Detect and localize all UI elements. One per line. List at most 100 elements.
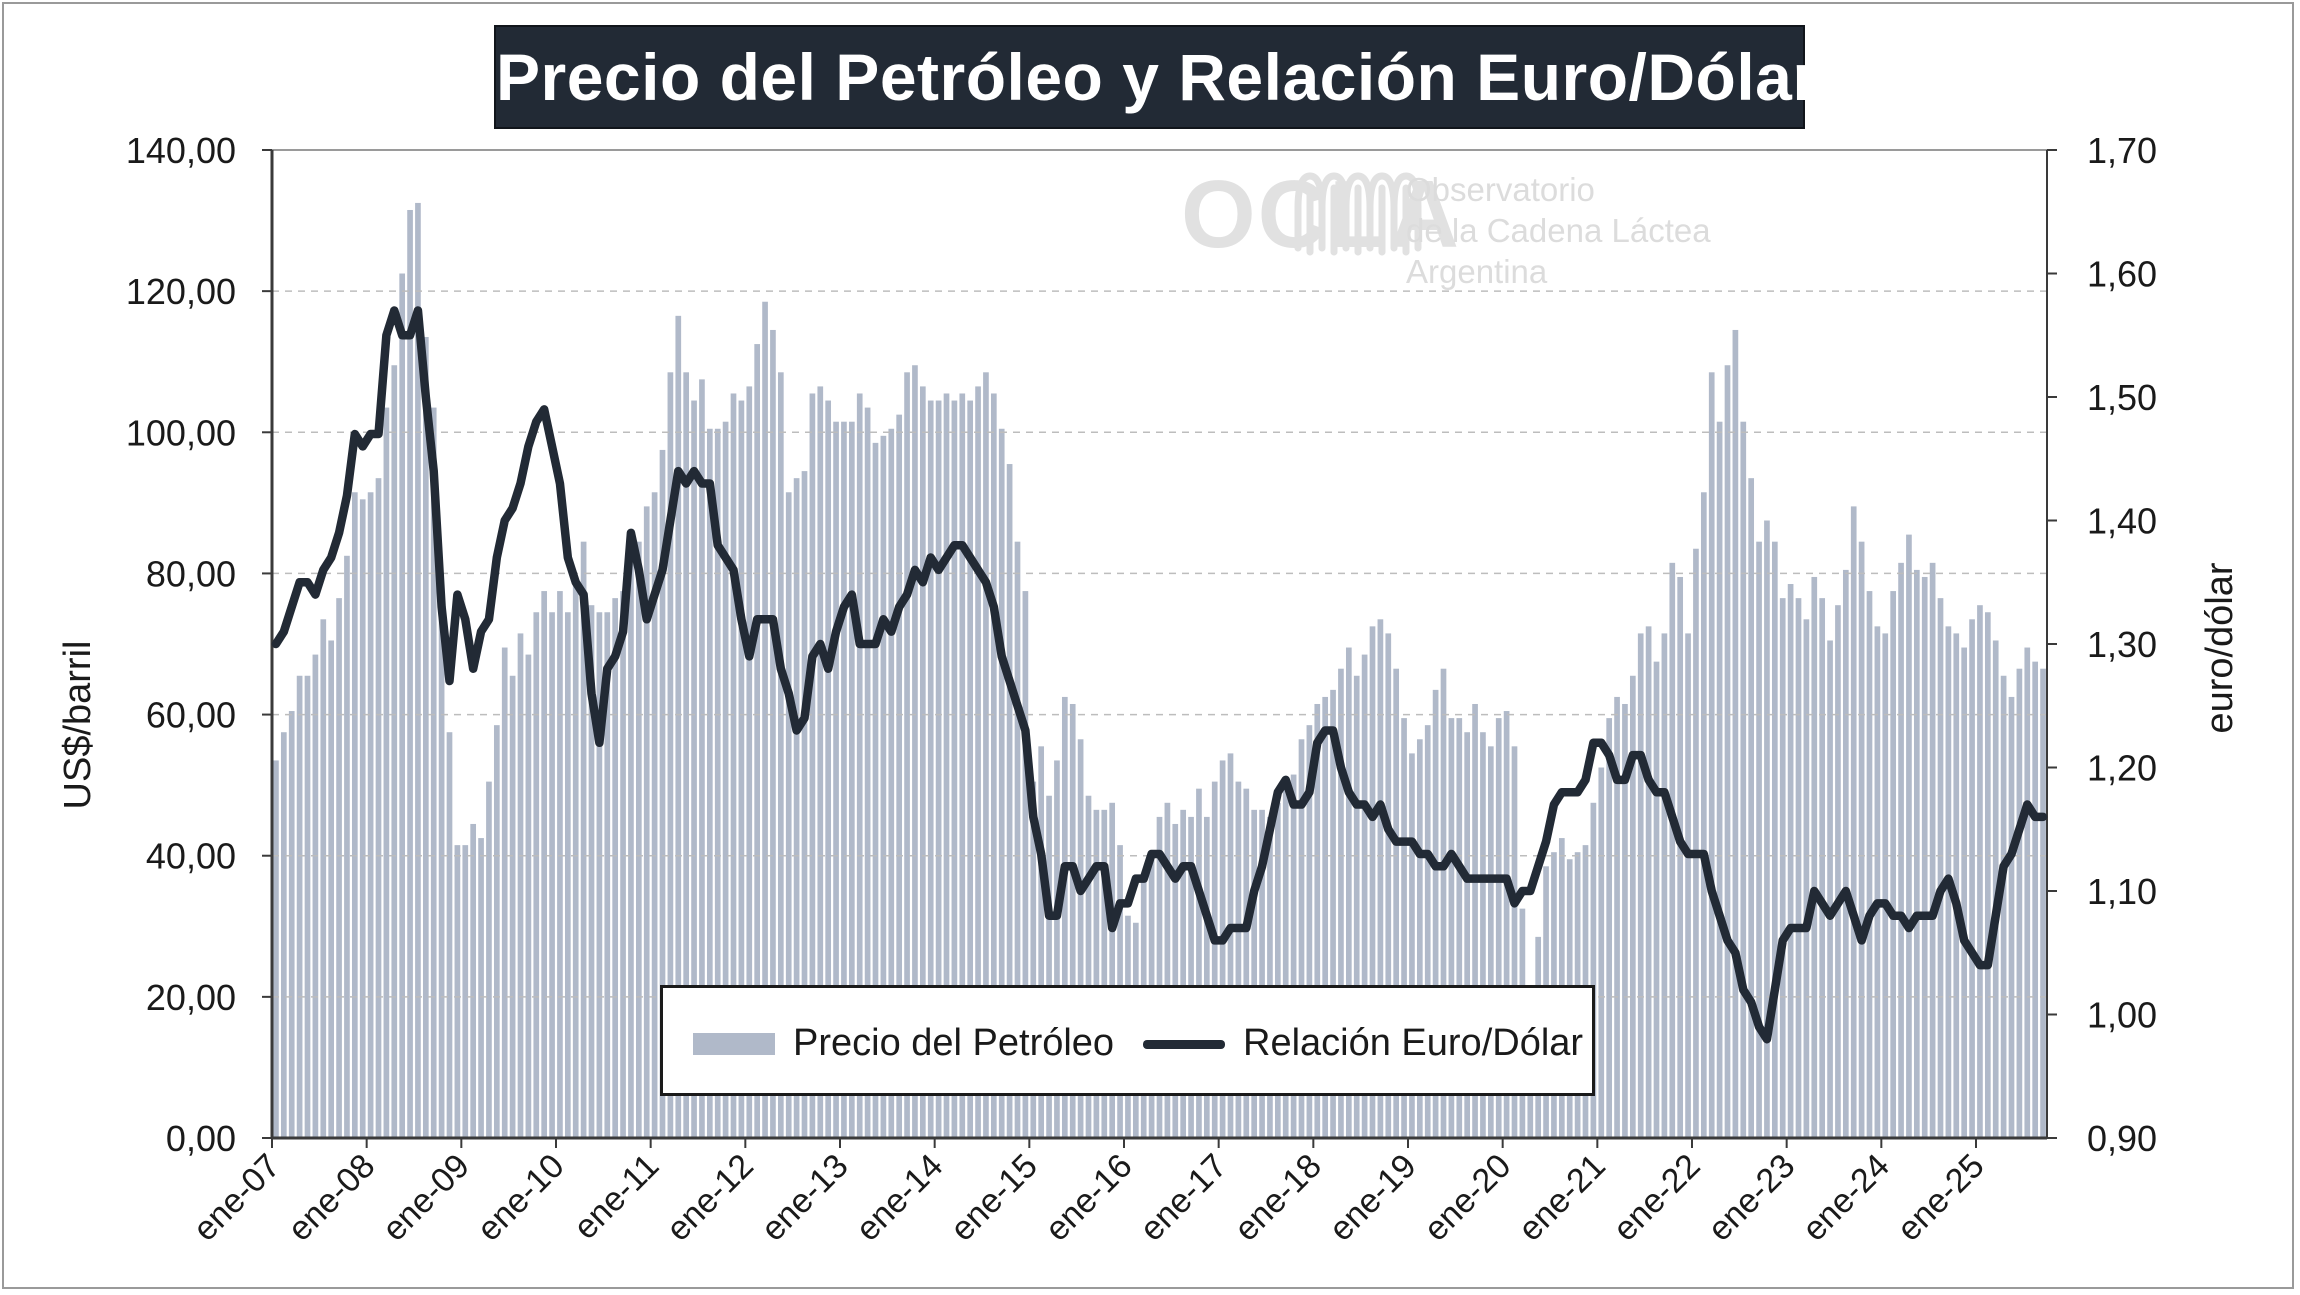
oil-price-bar xyxy=(848,421,855,1138)
oil-price-bar xyxy=(951,400,958,1138)
oil-price-bar xyxy=(367,492,374,1138)
oil-price-bar xyxy=(391,365,398,1138)
oil-price-bar xyxy=(1906,534,1912,1138)
oil-price-bar xyxy=(2040,668,2046,1138)
oil-price-bar xyxy=(1282,788,1289,1138)
oil-price-bar xyxy=(1156,816,1163,1138)
oil-price-bar xyxy=(1669,562,1676,1138)
x-tick-label: ene-20 xyxy=(1417,1147,1519,1249)
oil-price-bar xyxy=(1700,492,1707,1138)
oil-price-bar xyxy=(1338,668,1344,1138)
oil-price-bar xyxy=(1756,541,1762,1138)
oil-price-bar xyxy=(770,329,776,1139)
oil-price-bar xyxy=(383,407,390,1139)
left-tick-label: 0,00 xyxy=(166,1118,236,1159)
oil-price-bar xyxy=(273,760,279,1138)
left-tick-label: 60,00 xyxy=(146,695,236,736)
oil-price-bar xyxy=(1937,598,1944,1138)
x-tick-label: ene-23 xyxy=(1701,1147,1803,1249)
oil-price-bar xyxy=(1424,725,1431,1138)
oil-price-bar xyxy=(1093,809,1100,1138)
oil-price-bar xyxy=(841,421,847,1138)
x-tick-label: ene-12 xyxy=(659,1147,761,1249)
oil-price-bar xyxy=(643,506,650,1138)
oil-price-bar xyxy=(1274,802,1281,1138)
oil-price-bar xyxy=(864,407,871,1139)
oil-price-bar xyxy=(959,393,966,1139)
oil-price-bar xyxy=(1038,746,1045,1138)
oil-price-bar xyxy=(927,400,934,1138)
oil-price-bar xyxy=(1235,781,1242,1138)
oil-price-bar xyxy=(1219,760,1226,1138)
oil-price-bar xyxy=(1685,633,1691,1138)
oil-price-bar xyxy=(1882,633,1889,1138)
oil-price-bar xyxy=(1448,718,1455,1138)
oil-price-bar xyxy=(344,555,350,1138)
oil-price-bar xyxy=(1022,591,1029,1138)
oil-price-bar xyxy=(462,845,469,1138)
oil-price-bar xyxy=(746,386,753,1138)
right-tick-label: 1,10 xyxy=(2087,871,2157,912)
oil-price-bar xyxy=(1069,703,1076,1138)
oil-price-bar xyxy=(375,478,382,1138)
oil-price-bar xyxy=(1858,541,1865,1138)
oil-price-bar xyxy=(1898,562,1904,1138)
oil-price-bar xyxy=(525,654,532,1138)
oil-price-bar xyxy=(1345,647,1352,1138)
x-tick-label: ene-09 xyxy=(375,1147,477,1249)
oil-price-bar xyxy=(296,675,303,1138)
oil-price-bar xyxy=(1480,732,1486,1138)
oil-price-bar xyxy=(1393,668,1400,1138)
oil-price-bar xyxy=(541,591,548,1138)
right-tick-label: 1,60 xyxy=(2087,254,2157,295)
oil-price-bar xyxy=(359,499,366,1139)
oil-price-bar xyxy=(1803,619,1810,1138)
oil-price-bar xyxy=(683,372,690,1138)
oil-price-bar xyxy=(904,372,910,1138)
oil-price-bar xyxy=(1716,421,1723,1138)
right-tick-label: 0,90 xyxy=(2087,1118,2157,1159)
x-tick-label: ene-11 xyxy=(566,1147,666,1247)
oil-price-bar xyxy=(588,605,595,1138)
oil-price-bar xyxy=(2024,647,2031,1138)
oil-price-bar xyxy=(943,393,950,1139)
oil-price-bar xyxy=(1456,718,1463,1138)
oil-price-bar xyxy=(288,711,295,1138)
oil-price-bar xyxy=(983,372,989,1138)
oil-price-bar xyxy=(1708,372,1715,1138)
oil-price-bar xyxy=(785,492,792,1138)
oil-price-bar xyxy=(1827,640,1833,1138)
x-tick-label: ene-18 xyxy=(1227,1147,1329,1249)
oil-price-bar xyxy=(351,492,358,1138)
left-tick-label: 20,00 xyxy=(146,977,236,1018)
oil-price-bar xyxy=(1188,816,1194,1138)
oil-price-bar xyxy=(1472,703,1478,1138)
oil-price-bar xyxy=(754,344,761,1138)
oil-price-bar xyxy=(1929,562,1936,1138)
oil-price-bar xyxy=(1795,598,1802,1138)
oil-price-bar xyxy=(659,449,666,1138)
chart-title: Precio del Petróleo y Relación Euro/Dóla… xyxy=(494,25,1818,129)
oil-price-bar xyxy=(320,619,327,1138)
oil-price-bar xyxy=(1866,591,1873,1138)
oil-price-bar xyxy=(651,492,658,1138)
oil-price-bar xyxy=(888,428,895,1138)
oil-price-bar xyxy=(1629,675,1636,1138)
left-tick-label: 40,00 xyxy=(146,836,236,877)
oil-price-bar xyxy=(1172,823,1179,1138)
oil-price-bar xyxy=(1164,802,1171,1138)
oil-price-bar xyxy=(1874,626,1881,1138)
right-tick-label: 1,30 xyxy=(2087,624,2157,665)
oil-price-bar xyxy=(1267,816,1273,1138)
oil-price-bar xyxy=(1835,605,1841,1138)
chart-legend: Precio del Petróleo Relación Euro/Dólar xyxy=(660,985,1595,1096)
oil-price-bar xyxy=(667,372,674,1138)
oil-price-bar xyxy=(1811,576,1818,1138)
oil-price-bar xyxy=(1969,619,1975,1138)
oil-price-bar xyxy=(1598,767,1605,1138)
oil-price-bar xyxy=(1779,598,1786,1138)
oil-price-bar xyxy=(1487,746,1494,1138)
oil-price-bar xyxy=(872,442,879,1138)
oil-price-bar xyxy=(730,393,737,1139)
oil-price-bar xyxy=(975,386,981,1138)
